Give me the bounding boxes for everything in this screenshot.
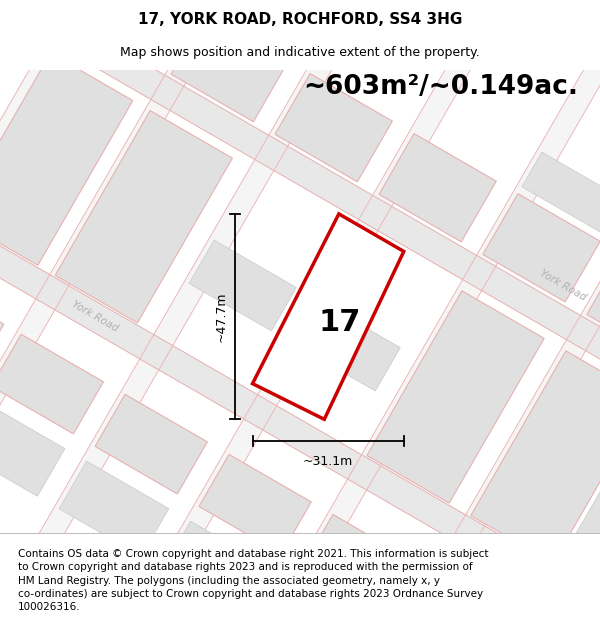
Polygon shape [0, 401, 65, 496]
Polygon shape [367, 291, 544, 503]
Polygon shape [0, 277, 4, 376]
Polygon shape [0, 0, 600, 465]
Polygon shape [0, 0, 216, 484]
Text: Map shows position and indicative extent of the property.: Map shows position and indicative extent… [120, 46, 480, 59]
Polygon shape [275, 74, 392, 182]
Polygon shape [483, 194, 600, 302]
Polygon shape [171, 14, 289, 122]
Polygon shape [407, 574, 519, 625]
Polygon shape [421, 139, 600, 625]
Text: ~603m²/~0.149ac.: ~603m²/~0.149ac. [304, 74, 578, 100]
Polygon shape [303, 514, 415, 614]
Polygon shape [557, 401, 600, 606]
Polygon shape [0, 334, 103, 434]
Text: 17, YORK ROAD, ROCHFORD, SS4 3HG: 17, YORK ROAD, ROCHFORD, SS4 3HG [138, 12, 462, 27]
Text: York Road: York Road [538, 268, 588, 303]
Polygon shape [267, 581, 377, 625]
Polygon shape [0, 139, 600, 625]
Polygon shape [0, 0, 320, 544]
Polygon shape [71, 0, 189, 64]
Polygon shape [212, 19, 600, 625]
Polygon shape [59, 461, 169, 556]
Polygon shape [5, 0, 424, 604]
Polygon shape [189, 240, 296, 331]
Text: ~47.7m: ~47.7m [215, 291, 227, 342]
Polygon shape [199, 454, 311, 554]
Polygon shape [522, 152, 600, 234]
Text: ~31.1m: ~31.1m [303, 456, 353, 468]
Polygon shape [317, 79, 600, 625]
Polygon shape [55, 111, 232, 323]
Polygon shape [109, 0, 528, 625]
Polygon shape [587, 254, 600, 362]
Text: Contains OS data © Crown copyright and database right 2021. This information is : Contains OS data © Crown copyright and d… [18, 549, 488, 612]
Text: 17: 17 [319, 308, 361, 337]
Polygon shape [0, 53, 133, 266]
Polygon shape [293, 300, 400, 391]
Text: York Road: York Road [70, 299, 119, 334]
Polygon shape [379, 134, 496, 242]
Polygon shape [95, 394, 208, 494]
Polygon shape [253, 214, 404, 419]
Polygon shape [163, 521, 273, 616]
Polygon shape [471, 351, 600, 563]
